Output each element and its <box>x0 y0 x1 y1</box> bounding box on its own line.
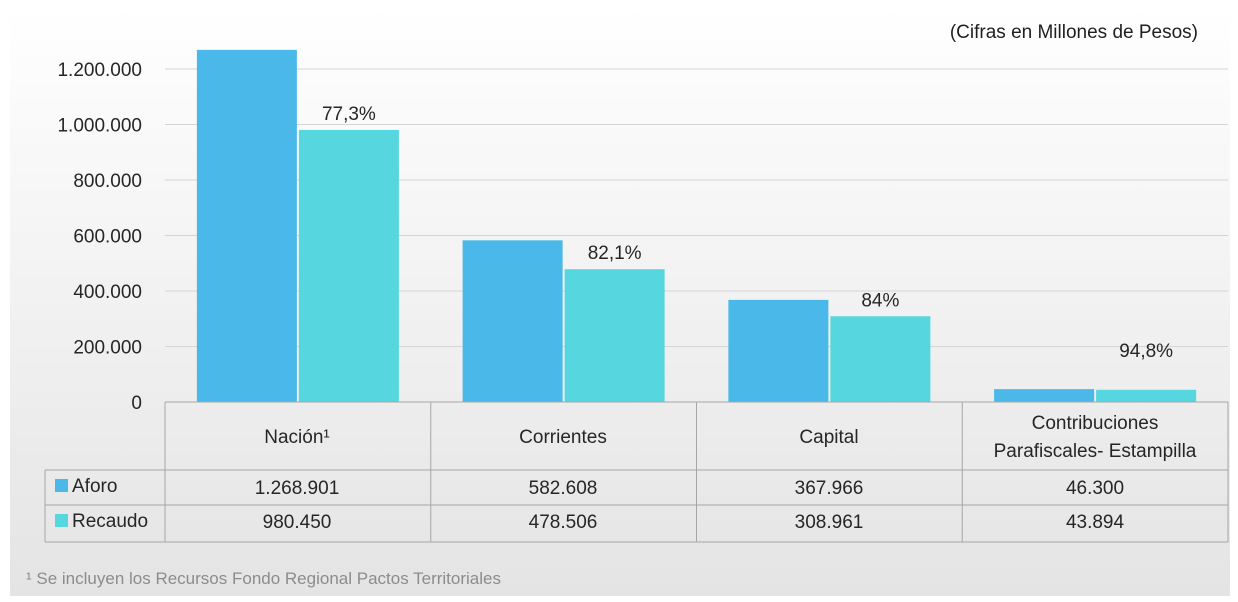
y-tick-label: 1.200.000 <box>57 60 142 81</box>
table-cell-aforo: 1.268.901 <box>255 478 340 499</box>
y-tick-label: 600.000 <box>73 227 142 248</box>
y-axis-ticks: 0 200.000 400.000 600.000 800.000 1.000.000 1.… <box>57 60 142 414</box>
table-cell-aforo: 582.608 <box>529 478 598 499</box>
y-tick-label: 800.000 <box>73 171 142 192</box>
table-cell-recaudo: 43.894 <box>1066 512 1125 533</box>
table-cell-recaudo: 980.450 <box>263 512 332 533</box>
footnote: ¹ Se incluyen los Recursos Fondo Regiona… <box>26 569 501 588</box>
category-label-line: Parafiscales- Estampilla <box>994 441 1197 462</box>
table-cell-aforo: 46.300 <box>1066 478 1124 499</box>
data-table: Nación¹ Corrientes Capital Contribucione… <box>55 413 1197 533</box>
chart-subtitle: (Cifras en Millones de Pesos) <box>950 22 1198 43</box>
bar-recaudo <box>298 129 399 403</box>
category-label: Capital <box>799 427 858 448</box>
y-tick-label: 0 <box>131 393 142 414</box>
data-labels: 77,3% 82,1% 84% 94,8% <box>322 104 1173 362</box>
bar-recaudo <box>1096 389 1197 402</box>
category-label-line: Contribuciones <box>1032 413 1159 434</box>
data-label: 82,1% <box>588 243 642 264</box>
legend-swatch-aforo <box>55 479 68 492</box>
category-label: Corrientes <box>519 427 607 448</box>
y-tick-label: 1.000.000 <box>57 116 142 137</box>
data-label: 94,8% <box>1119 341 1173 362</box>
category-label: Nación¹ <box>264 427 329 448</box>
data-label: 77,3% <box>322 104 376 125</box>
y-tick-label: 200.000 <box>73 338 142 359</box>
table-grid-lines <box>44 401 1229 543</box>
legend-swatch-recaudo <box>55 514 68 527</box>
y-tick-label: 400.000 <box>73 282 142 303</box>
bars <box>196 49 1197 403</box>
legend-label-recaudo: Recaudo <box>72 511 148 532</box>
table-cell-recaudo: 478.506 <box>529 512 598 533</box>
legend-label-aforo: Aforo <box>72 476 117 497</box>
table-cell-recaudo: 308.961 <box>795 512 864 533</box>
bar-recaudo <box>564 269 665 402</box>
bar-aforo <box>728 299 829 402</box>
bar-aforo <box>994 389 1095 402</box>
bar-aforo <box>462 240 563 402</box>
data-label: 84% <box>861 290 899 311</box>
table-cell-aforo: 367.966 <box>795 478 864 499</box>
bar-recaudo <box>830 316 931 402</box>
bar-aforo <box>196 49 297 402</box>
